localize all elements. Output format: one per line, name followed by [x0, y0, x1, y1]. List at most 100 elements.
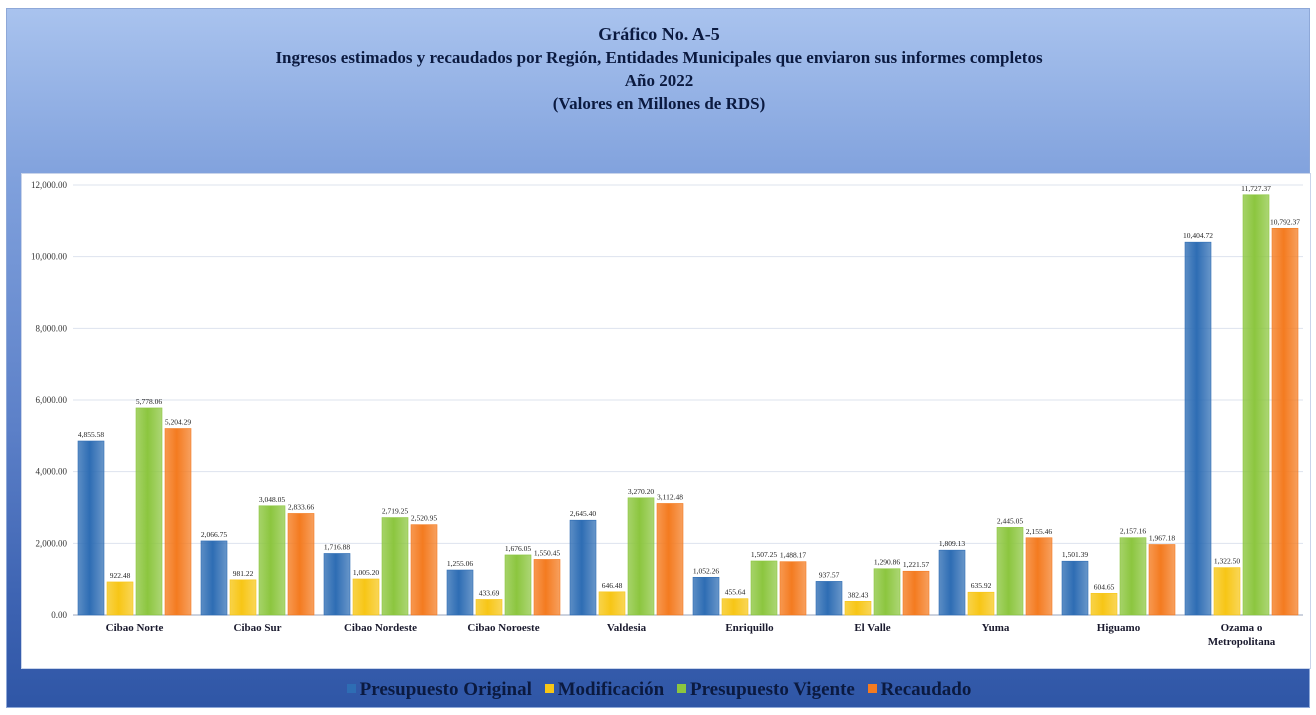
- bar-recaudado: [533, 559, 561, 616]
- data-label: 1,221.57: [903, 560, 930, 569]
- bar-presupuesto-original: [1061, 560, 1089, 616]
- data-label: 1,488.17: [780, 551, 807, 560]
- chart-frame: Gráfico No. A-5 Ingresos estimados y rec…: [6, 8, 1311, 708]
- x-tick-label: Valdesia: [607, 622, 647, 634]
- legend-item-modificacion: Modificación: [544, 679, 665, 701]
- bar-modificacion: [229, 579, 257, 616]
- data-label: 2,520.95: [411, 514, 438, 523]
- bar-recaudado: [287, 513, 315, 616]
- data-label: 433.69: [479, 588, 500, 597]
- legend: Presupuesto Original Modificación Presup…: [7, 679, 1311, 701]
- plot-area: 0.00 2,000.00 4,000.00 6,000.00 8,000.00 10,0…: [21, 173, 1311, 669]
- data-label: 981.22: [233, 569, 254, 578]
- chart-title-line-4: (Valores en Millones de RDS): [552, 94, 766, 113]
- x-tick-label: Cibao Noroeste: [467, 622, 539, 634]
- data-label: 1,550.45: [534, 548, 561, 557]
- bar-recaudado: [656, 503, 684, 616]
- bar-modificacion: [106, 581, 134, 616]
- chart-title-line-1: Gráfico No. A-5: [598, 24, 720, 44]
- chart-title-line-3: Año 2022: [624, 71, 694, 90]
- bar-presupuesto-original: [569, 519, 597, 616]
- bar-modificacion: [1090, 593, 1118, 616]
- bar-recaudado: [1025, 537, 1053, 616]
- legend-swatch-presupuesto-original: [346, 684, 356, 694]
- y-tick-label: 6,000.00: [36, 395, 68, 405]
- bar-presupuesto-vigente: [627, 497, 655, 616]
- legend-label-presupuesto-original: Presupuesto Original: [359, 679, 532, 700]
- bar-presupuesto-original: [938, 549, 966, 616]
- x-tick-label: Cibao Sur: [234, 622, 282, 634]
- bar-presupuesto-original: [323, 553, 351, 616]
- data-label: 11,727.37: [1241, 184, 1271, 193]
- bar-presupuesto-original: [77, 440, 105, 616]
- bar-presupuesto-vigente: [135, 407, 163, 616]
- data-label: 1,322.50: [1214, 557, 1241, 566]
- bar-modificacion: [1213, 567, 1241, 616]
- x-tick-label: Yuma: [982, 622, 1010, 634]
- data-label: 382.43: [848, 590, 869, 599]
- y-tick-label: 12,000.00: [31, 180, 68, 190]
- data-label: 937.57: [819, 570, 840, 579]
- bar-presupuesto-original: [200, 540, 228, 616]
- y-tick-label: 10,000.00: [31, 252, 68, 262]
- legend-swatch-recaudado: [867, 684, 877, 694]
- data-label: 2,719.25: [382, 507, 409, 516]
- bar-presupuesto-original: [692, 576, 720, 616]
- data-label: 2,645.40: [570, 509, 597, 518]
- x-tick-label: Cibao Nordeste: [344, 622, 417, 634]
- legend-item-recaudado: Recaudado: [867, 679, 972, 701]
- data-label: 2,155.46: [1026, 527, 1053, 536]
- bar-recaudado: [164, 428, 192, 616]
- data-label: 1,716.88: [324, 542, 351, 551]
- bar-presupuesto-original: [1184, 241, 1212, 616]
- data-label: 5,778.06: [136, 397, 163, 406]
- data-label: 1,255.06: [447, 559, 474, 568]
- legend-item-presupuesto-vigente: Presupuesto Vigente: [676, 679, 855, 701]
- data-label: 1,967.18: [1149, 534, 1176, 543]
- data-label: 3,270.20: [628, 487, 655, 496]
- bar-chart: 0.00 2,000.00 4,000.00 6,000.00 8,000.00 10,0…: [31, 180, 1303, 648]
- bar-recaudado: [1271, 227, 1299, 616]
- data-label: 2,157.16: [1120, 527, 1147, 536]
- data-label: 1,052.26: [693, 566, 720, 575]
- x-tick-label: Higuamo: [1097, 622, 1141, 634]
- y-tick-label: 0.00: [51, 610, 67, 620]
- data-label: 1,501.39: [1062, 550, 1089, 559]
- data-label: 2,445.05: [997, 516, 1024, 525]
- data-label: 922.48: [110, 571, 131, 580]
- bar-presupuesto-vigente: [504, 554, 532, 616]
- bar-modificacion: [475, 599, 503, 616]
- bar-presupuesto-vigente: [996, 527, 1024, 616]
- data-label: 1,290.86: [874, 558, 901, 567]
- data-label: 1,005.20: [353, 568, 380, 577]
- data-label: 1,809.13: [939, 539, 966, 548]
- bar-presupuesto-original: [815, 581, 843, 616]
- bar-modificacion: [844, 600, 872, 616]
- legend-label-presupuesto-vigente: Presupuesto Vigente: [689, 679, 855, 700]
- bar-recaudado: [779, 561, 807, 616]
- x-tick-label: Ozama o: [1221, 622, 1263, 634]
- data-label: 1,507.25: [751, 550, 778, 559]
- data-label: 2,833.66: [288, 502, 315, 511]
- data-label: 455.64: [725, 588, 746, 597]
- legend-label-recaudado: Recaudado: [880, 679, 972, 700]
- x-tick-label: Cibao Norte: [106, 622, 164, 634]
- bar-presupuesto-original: [446, 569, 474, 616]
- data-label: 635.92: [971, 581, 992, 590]
- bar-presupuesto-vigente: [381, 517, 409, 616]
- data-label: 4,855.58: [78, 430, 105, 439]
- legend-label-modificacion: Modificación: [557, 679, 665, 700]
- data-label: 5,204.29: [165, 418, 192, 427]
- bar-modificacion: [967, 591, 995, 616]
- data-label: 646.48: [602, 581, 623, 590]
- data-label: 604.65: [1094, 582, 1115, 591]
- bar-modificacion: [721, 598, 749, 616]
- x-tick-label: El Valle: [854, 622, 890, 634]
- chart-title-block: Gráfico No. A-5 Ingresos estimados y rec…: [7, 23, 1311, 115]
- y-tick-label: 4,000.00: [36, 467, 68, 477]
- bar-presupuesto-vigente: [258, 505, 286, 616]
- y-tick-label: 8,000.00: [36, 323, 68, 333]
- chart-title-line-2: Ingresos estimados y recaudados por Regi…: [275, 48, 1043, 67]
- bar-presupuesto-vigente: [1242, 194, 1270, 616]
- x-tick-label: Metropolitana: [1208, 636, 1276, 648]
